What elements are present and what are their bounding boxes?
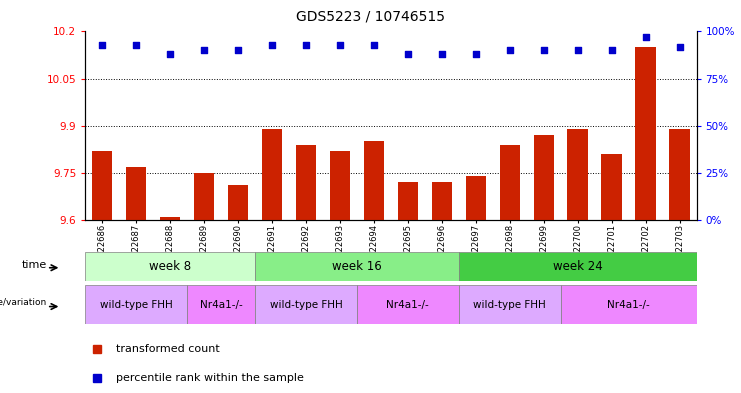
Point <box>165 51 176 57</box>
Point <box>300 42 312 48</box>
Bar <box>187 285 255 324</box>
Point <box>266 42 278 48</box>
Bar <box>431 182 452 220</box>
Bar <box>255 252 459 281</box>
Bar <box>357 285 459 324</box>
Bar <box>126 167 146 220</box>
Bar <box>669 129 690 220</box>
Bar <box>499 145 520 220</box>
Text: Nr4a1-/-: Nr4a1-/- <box>387 299 429 310</box>
Bar <box>364 141 384 220</box>
Point <box>470 51 482 57</box>
Bar <box>262 129 282 220</box>
Bar <box>465 176 486 220</box>
Point <box>96 42 108 48</box>
Bar <box>459 252 697 281</box>
Bar <box>568 129 588 220</box>
Point <box>572 47 584 53</box>
Text: wild-type FHH: wild-type FHH <box>100 299 173 310</box>
Point <box>198 47 210 53</box>
Bar <box>160 217 180 220</box>
Bar <box>534 135 554 220</box>
Point <box>538 47 550 53</box>
Bar <box>227 185 248 220</box>
Point <box>334 42 346 48</box>
Text: week 8: week 8 <box>149 260 191 273</box>
Text: percentile rank within the sample: percentile rank within the sample <box>116 373 304 383</box>
Text: Nr4a1-/-: Nr4a1-/- <box>199 299 242 310</box>
Bar <box>85 285 187 324</box>
Point <box>674 43 685 50</box>
Point <box>402 51 413 57</box>
Text: transformed count: transformed count <box>116 344 219 354</box>
Point <box>639 34 651 40</box>
Text: week 16: week 16 <box>332 260 382 273</box>
Text: wild-type FHH: wild-type FHH <box>270 299 342 310</box>
Text: Nr4a1-/-: Nr4a1-/- <box>607 299 650 310</box>
Point <box>605 47 617 53</box>
Bar <box>255 285 357 324</box>
Text: GDS5223 / 10746515: GDS5223 / 10746515 <box>296 10 445 24</box>
Bar <box>92 151 113 220</box>
Bar <box>561 285 697 324</box>
Point <box>368 42 380 48</box>
Text: week 24: week 24 <box>553 260 602 273</box>
Point <box>504 47 516 53</box>
Text: wild-type FHH: wild-type FHH <box>473 299 546 310</box>
Bar <box>330 151 350 220</box>
Bar <box>85 252 255 281</box>
Bar <box>194 173 214 220</box>
Point <box>436 51 448 57</box>
Bar <box>635 47 656 220</box>
Text: time: time <box>21 260 47 270</box>
Point <box>130 42 142 48</box>
Bar <box>296 145 316 220</box>
Bar <box>459 285 561 324</box>
Point <box>232 47 244 53</box>
Bar <box>398 182 418 220</box>
Bar <box>602 154 622 220</box>
Text: genotype/variation: genotype/variation <box>0 298 47 307</box>
